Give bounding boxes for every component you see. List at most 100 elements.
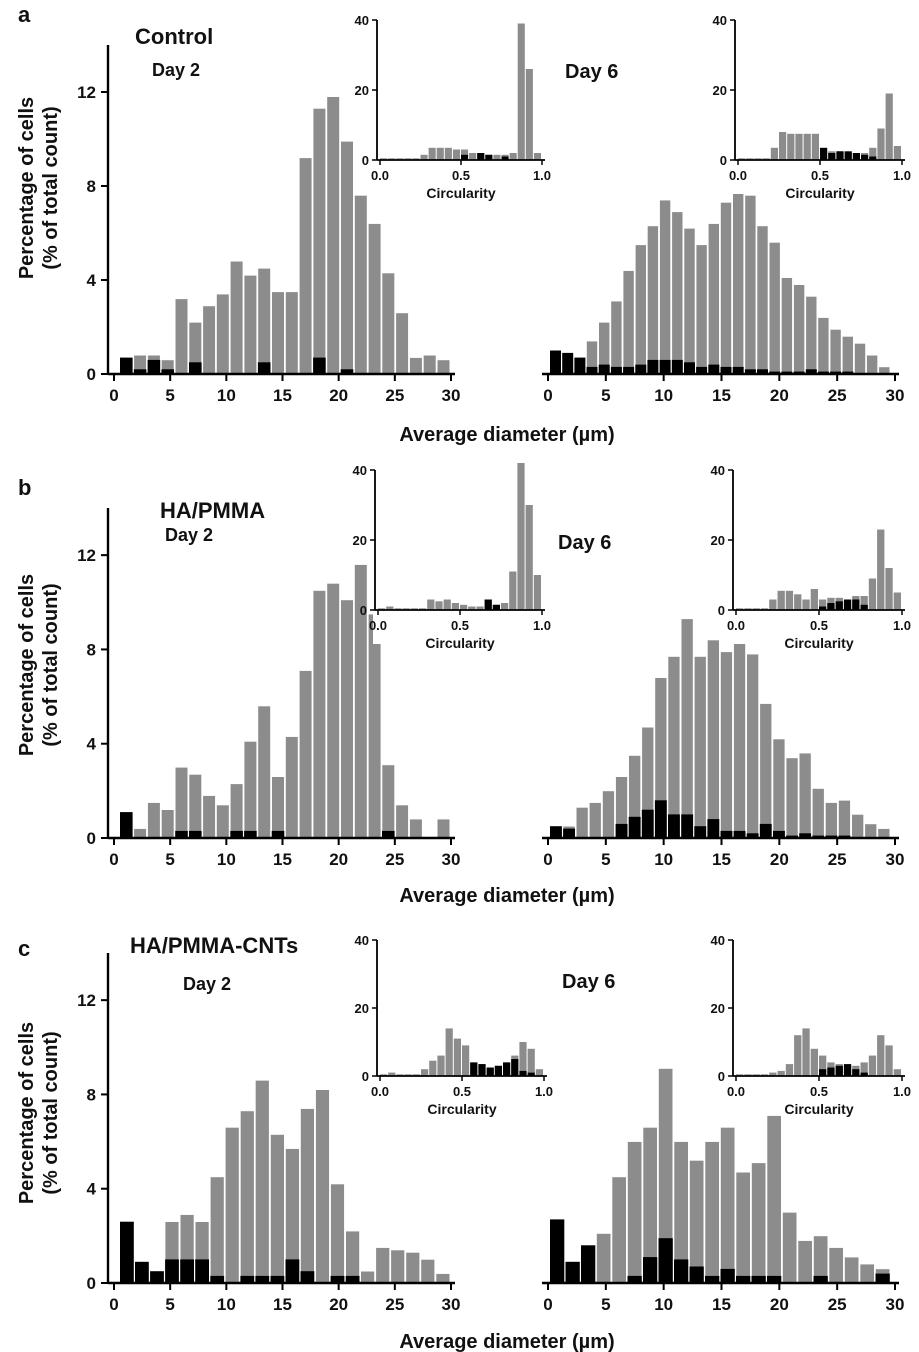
inset-bar-subset [827, 603, 835, 610]
bar-subset [627, 1275, 642, 1283]
x-tick-label: 5 [601, 1295, 610, 1314]
inset-bar-total [421, 1069, 429, 1076]
bar-subset [744, 369, 756, 374]
bar-total [243, 741, 258, 839]
inset-bar-subset [485, 154, 493, 161]
x-tick-label: 20 [329, 386, 348, 405]
bar-total [271, 291, 285, 375]
bar-total [381, 764, 395, 839]
bar-total [210, 1176, 225, 1284]
bar-total [271, 776, 285, 839]
bar-total [828, 1247, 844, 1284]
bar-total [825, 802, 838, 839]
inset-bar-total [860, 596, 868, 610]
inset-bar-total [386, 606, 394, 610]
inset-xlabel: Circularity [784, 635, 853, 651]
x-tick-label: 15 [712, 1295, 731, 1314]
inset-bar-total [810, 1048, 818, 1076]
bar-subset [767, 1275, 782, 1283]
x-tick-label: 15 [273, 850, 292, 869]
inset-x-tick-label: 0.5 [451, 618, 469, 633]
bar-total [622, 270, 635, 375]
inset-y-tick-label: 20 [353, 533, 367, 548]
x-tick-label: 15 [712, 850, 731, 869]
bar-total [367, 613, 382, 839]
bar-total [797, 1240, 813, 1284]
bar-total [312, 590, 327, 839]
x-tick-label: 30 [886, 1295, 905, 1314]
bar-subset [120, 812, 133, 838]
panel-a-day2-label: Day 2 [152, 60, 200, 80]
inset-x-tick-label: 0.5 [810, 618, 828, 633]
inset-bar-total [769, 1072, 777, 1076]
inset-bar-total [535, 1069, 543, 1076]
bar-total [667, 656, 681, 839]
inset-bar-total [777, 590, 785, 611]
panel-a: a Control Day 2 Day 6 Percentage of cell… [16, 2, 618, 446]
bar-subset [757, 369, 768, 374]
bar-subset [689, 1266, 704, 1283]
x-tick-label: 5 [165, 850, 174, 869]
x-tick-label: 15 [273, 1295, 292, 1314]
bar-subset [120, 1221, 134, 1283]
bar-total [689, 1160, 705, 1284]
inset-bar-total [811, 133, 819, 161]
bar-total [230, 783, 244, 839]
bar-total [829, 329, 842, 375]
bar-subset [189, 830, 202, 838]
x-tick-label: 25 [385, 850, 404, 869]
inset-bar-subset [860, 1072, 868, 1076]
bar-total [859, 1263, 875, 1284]
bar-subset [647, 359, 659, 374]
bar-total [838, 799, 851, 839]
x-tick-label: 10 [217, 850, 236, 869]
x-tick-label: 20 [329, 1295, 348, 1314]
x-tick-label: 25 [828, 850, 847, 869]
inset-bar-subset [843, 1064, 852, 1076]
inset-bar-total [869, 147, 877, 161]
inset-y-tick-label: 20 [711, 1001, 725, 1016]
inset-circularity: 0 20 40 0.0 0.5 1.0 Circularity [353, 463, 551, 651]
x-tick-label: 20 [770, 1295, 789, 1314]
x-tick-label: 5 [165, 386, 174, 405]
chart-b-day2: 0 5 10 15 20 25 30 0 4 8 12 0 20 40 0.0 0.5 1.0 Circulari… [77, 463, 551, 869]
inset-bar-total [427, 599, 435, 610]
x-tick-label: 30 [886, 850, 905, 869]
inset-bar-total [460, 604, 468, 611]
inset-bar-total [885, 568, 893, 610]
inset-bar-total [885, 93, 893, 160]
inset-bar-total [794, 594, 802, 611]
bar-total [805, 296, 818, 375]
panel-letter-c: c [18, 936, 30, 961]
panel-c-day2-label: Day 2 [183, 974, 231, 994]
bar-total [375, 1247, 390, 1284]
bar-subset [736, 1275, 751, 1283]
inset-y-tick-label: 0 [362, 153, 369, 168]
inset-bar-total [785, 1064, 794, 1076]
inset-bar-subset [869, 156, 877, 160]
panel-letter-b: b [18, 475, 31, 500]
inset-y-tick-label: 20 [713, 83, 727, 98]
x-tick-label: 30 [442, 850, 461, 869]
bar-subset [550, 1219, 565, 1283]
inset-bar-subset [820, 147, 828, 161]
inset-bar-total [428, 147, 436, 161]
bar-subset [340, 369, 354, 374]
y-tick-label: 4 [87, 735, 97, 754]
panel-a-ylabel-1: Percentage of cells [16, 97, 38, 279]
inset-y-tick-label: 40 [711, 463, 725, 478]
inset-bar-total [868, 1055, 877, 1076]
inset-bar-total [769, 599, 777, 610]
panel-c: c HA/PMMA-CNTs Day 2 Day 6 Percentage of… [16, 933, 615, 1352]
inset-circularity: 0 20 40 0.0 0.5 1.0 Circularity [713, 13, 912, 201]
bar-total [298, 157, 313, 375]
inset-x-tick-label: 0.0 [729, 168, 747, 183]
bar-total [772, 738, 786, 839]
bar-subset [285, 1259, 300, 1283]
bar-subset [180, 1259, 194, 1283]
inset-bar-total [794, 1035, 802, 1076]
inset-bar-total [803, 133, 811, 161]
bar-total [216, 293, 230, 375]
y-tick-label: 12 [77, 83, 96, 102]
inset-y-tick-label: 0 [360, 603, 367, 618]
